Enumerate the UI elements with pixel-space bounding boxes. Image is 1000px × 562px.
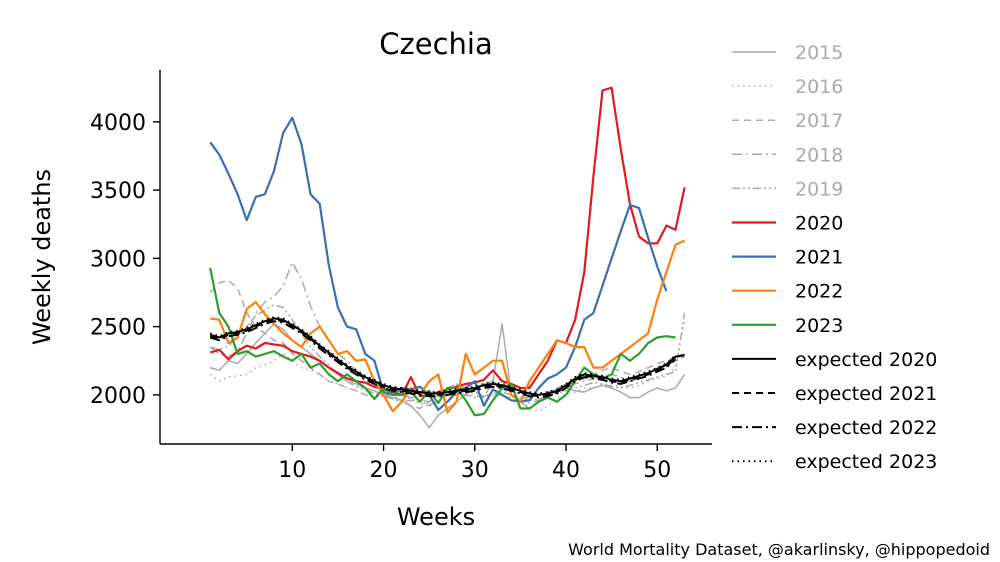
x-tick-label: 30	[461, 458, 489, 483]
legend-label-expected-2020: expected 2020	[795, 349, 937, 371]
legend-label-2019: 2019	[795, 178, 843, 200]
legend-label-2017: 2017	[795, 110, 843, 132]
y-tick-label: 3500	[90, 179, 146, 204]
x-tick-label: 50	[643, 458, 671, 483]
legend-label-expected-2021: expected 2021	[795, 383, 937, 405]
y-tick-label: 4000	[90, 111, 146, 136]
y-tick-label: 3000	[90, 247, 146, 272]
legend-label-2021: 2021	[795, 247, 843, 269]
legend-label-2018: 2018	[795, 144, 843, 166]
legend-label-expected-2023: expected 2023	[795, 451, 937, 473]
chart-title: Czechia	[379, 27, 492, 61]
axes	[159, 70, 712, 445]
legend: 2015 2016 2017 2018 2019 2020 2021 2022 2023 expe…	[732, 42, 937, 473]
legend-label-2023: 2023	[795, 315, 843, 337]
series-line-expected-2022	[209, 320, 677, 399]
series-line-expected-2020	[209, 317, 685, 396]
legend-label-expected-2022: expected 2022	[795, 417, 937, 439]
y-tick-label: 2000	[90, 384, 146, 409]
series-line-2022	[210, 239, 686, 414]
series-lines	[209, 86, 686, 429]
legend-label-2020: 2020	[795, 213, 843, 235]
x-tick-label: 40	[552, 458, 580, 483]
series-line-2021	[209, 116, 668, 411]
legend-label-2016: 2016	[795, 76, 843, 98]
legend-label-2022: 2022	[795, 281, 843, 303]
source-credit: World Mortality Dataset, @akarlinsky, @h…	[568, 540, 990, 559]
ticks: 10 20 30 40 50 2000 2500 3000 3500 4000	[90, 111, 671, 483]
legend-label-2015: 2015	[795, 42, 843, 64]
x-axis-label: Weeks	[397, 503, 475, 531]
y-tick-label: 2500	[90, 316, 146, 341]
series-line-2020	[209, 86, 686, 398]
series-line-2016	[209, 319, 686, 412]
series-line-expected-2021	[209, 318, 677, 398]
x-tick-label: 20	[370, 458, 398, 483]
x-tick-label: 10	[278, 458, 306, 483]
y-axis-label: Weekly deaths	[28, 169, 56, 345]
